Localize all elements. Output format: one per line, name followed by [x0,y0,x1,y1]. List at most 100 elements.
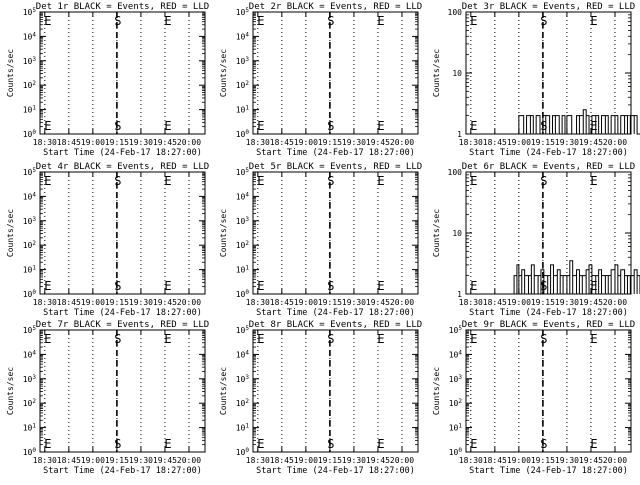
x-tick-label: 19:15 [105,138,129,147]
x-tick-label: 18:30 [459,298,483,307]
start-marker-label: S [540,119,547,133]
x-tick-label: 18:30 [33,298,57,307]
panel-det-4: Det 4r BLACK = Events, RED = LLD 18:30 18:… [6,162,209,318]
x-tick-label: 18:45 [57,298,81,307]
start-marker-label: S [327,279,334,293]
event-marker-label: E [470,437,477,451]
y-tick-label: 102 [236,398,250,408]
y-tick-label: 102 [23,80,37,90]
x-tick-label: 19:00 [81,298,105,307]
y-tick-label: 105 [236,7,250,17]
x-tick-label: 20:00 [603,138,627,147]
start-marker-label: S [540,279,547,293]
y-tick-label: 1 [457,130,462,139]
x-axis-label: Start Time (24-Feb-17 18:27:00) [256,308,415,318]
y-tick-label: 10 [452,69,462,78]
y-tick-label: 101 [236,105,250,115]
start-marker-label: S [540,437,547,451]
y-tick-label: 103 [236,216,250,226]
y-axis-label: Counts/sec [432,367,441,415]
x-tick-label: 19:00 [507,138,531,147]
y-tick-label: 104 [236,191,250,201]
x-tick-label: 19:30 [342,456,366,465]
x-tick-label: 19:00 [294,138,318,147]
y-axis-label: Counts/sec [6,49,15,97]
x-tick-label: 19:00 [507,456,531,465]
event-marker-label: E [377,332,384,346]
y-tick-label: 103 [449,374,463,384]
x-tick-label: 19:30 [342,298,366,307]
y-tick-label: 103 [23,56,37,66]
x-tick-label: 19:15 [105,456,129,465]
x-tick-label: 19:30 [129,456,153,465]
x-axis-label: Start Time (24-Feb-17 18:27:00) [43,148,202,158]
x-tick-label: 19:45 [153,298,177,307]
y-axis-label: Counts/sec [6,367,15,415]
event-marker-label: E [470,279,477,293]
event-marker-label: E [44,174,51,188]
event-marker-label: E [44,119,51,133]
start-marker-label: S [327,437,334,451]
start-marker-label: S [540,174,547,188]
y-axis-label: Counts/sec [432,49,441,97]
x-tick-label: 19:15 [531,456,555,465]
x-tick-label: 20:00 [177,298,201,307]
x-tick-label: 19:30 [555,456,579,465]
x-tick-label: 19:45 [579,298,603,307]
y-tick-label: 105 [236,325,250,335]
event-marker-label: E [164,119,171,133]
start-marker-label: S [114,279,121,293]
start-marker-label: S [540,14,547,28]
y-tick-label: 104 [449,349,463,359]
event-marker-label: E [164,437,171,451]
y-axis-label: Counts/sec [219,367,228,415]
event-marker-label: E [164,174,171,188]
event-marker-label: E [377,119,384,133]
panel-det-5: Det 5r BLACK = Events, RED = LLD 18:30 18:… [219,162,422,318]
y-tick-label: 104 [23,191,37,201]
x-tick-label: 20:00 [177,456,201,465]
event-marker-label: E [257,279,264,293]
y-tick-label: 105 [23,325,37,335]
panel-det-7: Det 7r BLACK = Events, RED = LLD 18:30 18:… [6,320,209,476]
start-marker-label: S [114,119,121,133]
event-marker-label: E [377,279,384,293]
y-tick-label: 103 [23,216,37,226]
event-marker-label: E [257,437,264,451]
event-marker-label: E [44,279,51,293]
panel-det-8: Det 8r BLACK = Events, RED = LLD 18:30 18:… [219,320,422,476]
event-marker-label: E [470,119,477,133]
panel-det-1: Det 1r BLACK = Events, RED = LLD 18:30 18:… [6,2,209,158]
y-tick-label: 104 [236,31,250,41]
y-axis-label: Counts/sec [6,209,15,257]
plot-frame [39,329,206,453]
y-tick-label: 105 [449,325,463,335]
plot-frame [252,171,419,295]
x-tick-label: 19:45 [366,456,390,465]
x-tick-label: 20:00 [177,138,201,147]
x-tick-label: 18:45 [57,138,81,147]
x-axis-label: Start Time (24-Feb-17 18:27:00) [256,148,415,158]
x-tick-label: 18:45 [57,456,81,465]
x-tick-label: 19:45 [366,298,390,307]
x-tick-label: 18:30 [246,298,270,307]
x-tick-label: 19:30 [342,138,366,147]
y-tick-label: 100 [23,129,37,139]
event-marker-label: E [590,174,597,188]
event-marker-label: E [377,437,384,451]
panel-det-9: Det 9r BLACK = Events, RED = LLD 18:30 18:… [432,320,635,476]
y-tick-label: 100 [448,168,463,177]
event-marker-label: E [590,14,597,28]
start-marker-label: S [114,174,121,188]
panel-title: Det 7r BLACK = Events, RED = LLD [36,320,209,330]
plot-frame [465,11,632,135]
start-marker-label: S [327,119,334,133]
x-tick-label: 18:30 [33,456,57,465]
y-axis-label: Counts/sec [219,49,228,97]
x-tick-label: 19:45 [153,456,177,465]
plot-frame [252,11,419,135]
y-tick-label: 105 [23,7,37,17]
panel-title: Det 9r BLACK = Events, RED = LLD [462,320,635,330]
y-tick-label: 101 [449,423,463,433]
